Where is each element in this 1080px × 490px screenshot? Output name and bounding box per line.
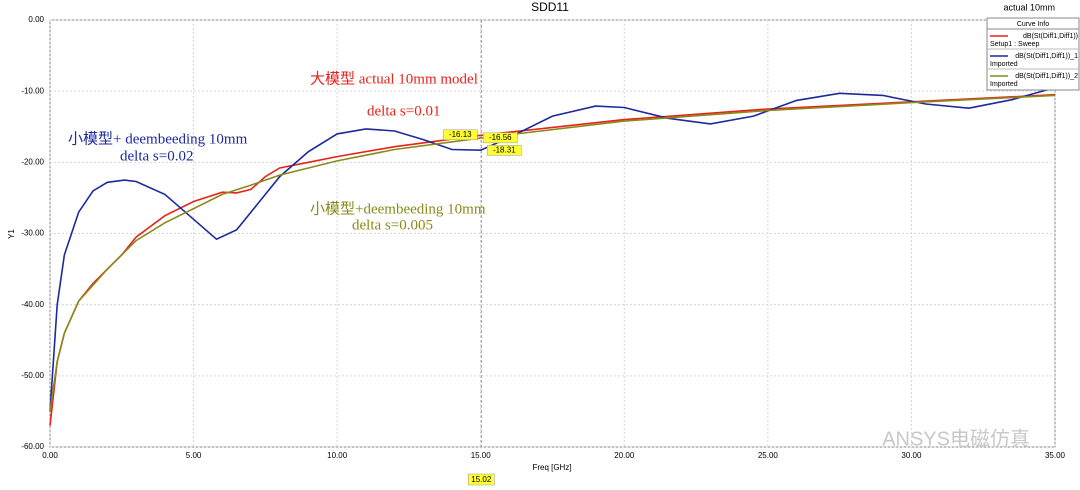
marker-box bbox=[487, 145, 522, 156]
y-tick-label: -60.00 bbox=[21, 442, 44, 451]
annotation: delta s=0.01 bbox=[367, 103, 440, 119]
x-tick-label: 15.00 bbox=[471, 451, 492, 460]
y-tick-label: 0.00 bbox=[28, 15, 44, 24]
marker-label: -16.13 bbox=[449, 130, 472, 139]
y-axis-label: Y1 bbox=[7, 229, 16, 239]
marker-box bbox=[483, 132, 518, 144]
corner-note: actual 10mm bbox=[1003, 2, 1055, 12]
legend-label: dB(St(Diff1,Diff1))_2 bbox=[1015, 73, 1078, 80]
series-line bbox=[49, 94, 1056, 412]
x-tick-label: 35.00 bbox=[1045, 451, 1066, 460]
legend-label: dB(St(Diff1,Diff1)) bbox=[1023, 33, 1078, 40]
chart-title: SDD11 bbox=[531, 0, 569, 14]
x-tick-label: 30.00 bbox=[901, 451, 922, 460]
marker-label: -18.31 bbox=[493, 145, 516, 154]
series-line bbox=[49, 86, 1056, 412]
plot-frame bbox=[49, 19, 1056, 448]
legend-source: Imported bbox=[990, 81, 1018, 88]
legend-title: Curve Info bbox=[1017, 21, 1049, 28]
marker-box bbox=[443, 129, 478, 141]
annotation: 大模型 actual 10mm model bbox=[310, 70, 478, 87]
x-tick-label: 5.00 bbox=[186, 451, 202, 460]
y-tick-label: -20.00 bbox=[21, 157, 44, 166]
legend-label: dB(St(Diff1,Diff1))_1 bbox=[1015, 53, 1078, 60]
annotation: delta s=0.02 bbox=[120, 148, 193, 164]
marker-label: -16.56 bbox=[489, 133, 512, 142]
y-tick-label: -50.00 bbox=[21, 371, 44, 380]
legend-source: Setup1 : Sweep bbox=[990, 41, 1040, 48]
annotation: 小模型+ deembeeding 10mm bbox=[68, 130, 248, 147]
y-tick-label: -30.00 bbox=[21, 229, 44, 238]
cursor-box bbox=[468, 473, 495, 486]
legend bbox=[986, 17, 1080, 91]
x-tick-label: 10.00 bbox=[327, 451, 348, 460]
legend-source: Imported bbox=[990, 61, 1018, 68]
x-tick-label: 0.00 bbox=[42, 451, 58, 460]
x-axis-label: Freq [GHz] bbox=[532, 463, 571, 472]
x-tick-label: 25.00 bbox=[758, 451, 779, 460]
y-tick-label: -10.00 bbox=[21, 86, 44, 95]
annotation: 小模型+deembeeding 10mm bbox=[310, 200, 486, 217]
watermark: ANSYS电磁仿真 bbox=[882, 427, 1030, 450]
y-tick-label: -40.00 bbox=[21, 300, 44, 309]
cursor-label: 15.02 bbox=[471, 475, 492, 484]
annotation: delta s=0.005 bbox=[352, 217, 433, 233]
x-tick-label: 20.00 bbox=[614, 451, 635, 460]
